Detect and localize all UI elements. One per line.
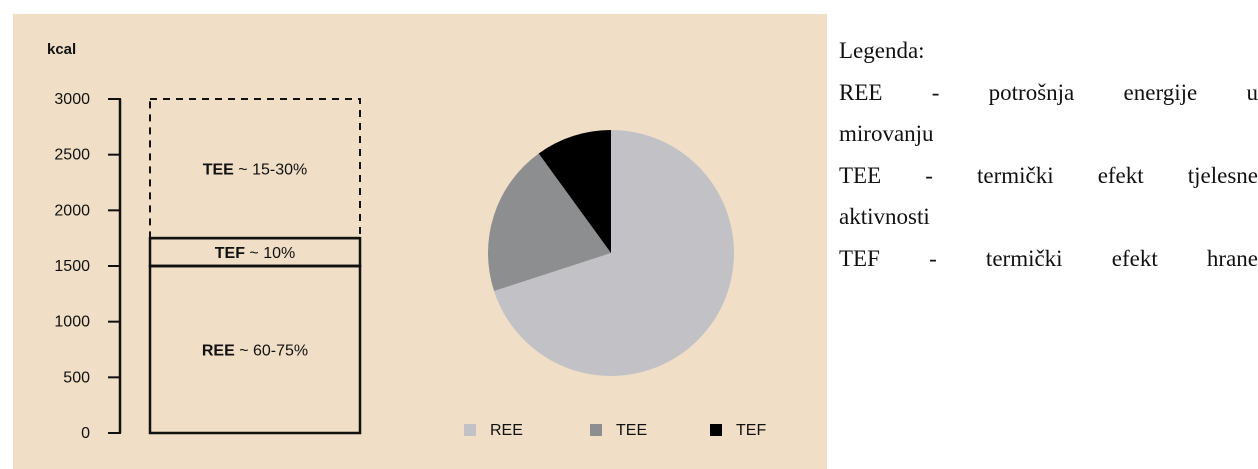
y-tick-label: 500 [63,369,90,386]
y-tick-label: 3000 [54,91,90,108]
y-axis-label: kcal [47,41,76,58]
y-tick-label: 2500 [54,147,90,164]
legend-ree-line2: mirovanju [839,121,934,146]
legend-text: Legenda: REE - potrošnja energije u miro… [839,30,1258,279]
y-tick-label: 2000 [54,202,90,219]
y-tick-label: 1500 [54,258,90,275]
pie-slice-ree [494,130,734,376]
bar-segment-tee [149,98,361,240]
y-tick-label: 1000 [54,314,90,331]
pie-slice-tee [488,153,611,292]
pie-legend-label-tef: TEF [736,422,766,439]
bar-label-tee: TEE ~ 15-30% [203,162,308,179]
legend-tee-line2: aktivnosti [839,204,930,229]
pie-legend-swatch-tef [710,424,722,436]
pie-legend-label-ree: REE [490,422,523,439]
pie-legend-swatch-tee [590,424,602,436]
bar-label-tef: TEF ~ 10% [215,245,295,262]
legend-ree-line1: REE - potrošnja energije u [839,79,1258,105]
pie-legend-swatch-ree [464,424,476,436]
legend-title: Legenda: [839,38,925,63]
y-tick-label: 0 [81,425,90,442]
chart-panel: kcal 0 500 1000 1500 2000 2500 3000 REE ~ 60-75%… [13,14,827,469]
legend-tee-line1: TEE - termički efekt tjelesne [839,162,1258,188]
chart-svg: kcal 0 500 1000 1500 2000 2500 3000 REE ~ 60-75%… [47,41,766,442]
pie-legend-label-tee: TEE [616,422,647,439]
bar-label-ree: REE ~ 60-75% [202,343,308,360]
legend-tef-line1: TEF - termički efekt hrane [839,245,1258,271]
pie-slice-tef [538,130,611,253]
